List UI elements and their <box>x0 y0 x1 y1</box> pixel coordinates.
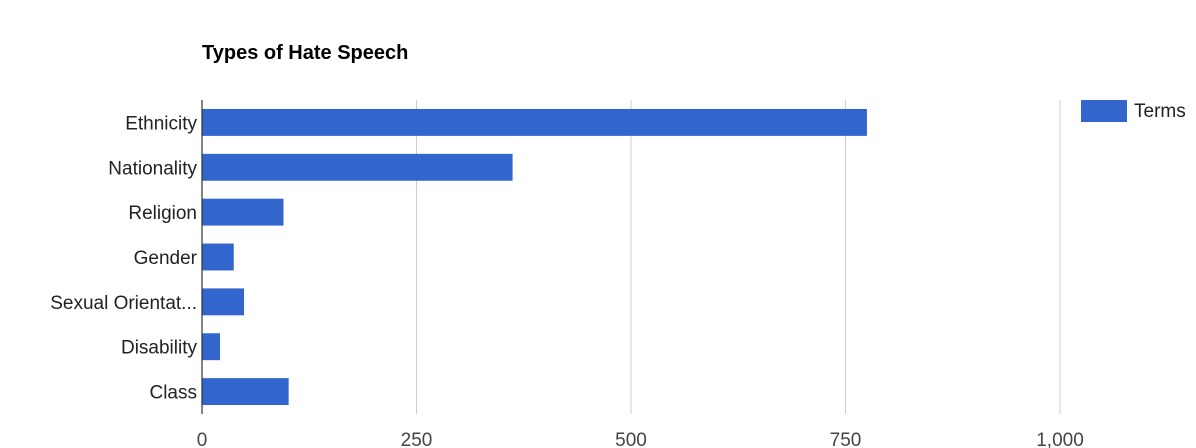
bar <box>202 108 867 136</box>
category-label: Sexual Orientat... <box>50 293 197 314</box>
x-tick-labels: 0 250 500 750 1,000 <box>197 430 1084 448</box>
category-label: Disability <box>121 338 198 359</box>
x-tick-label: 750 <box>830 430 862 448</box>
legend-swatch-terms <box>1081 100 1127 122</box>
x-tick-label: 500 <box>615 430 647 448</box>
bar <box>202 243 234 271</box>
category-label: Nationality <box>108 158 197 179</box>
bar <box>202 378 289 406</box>
bars <box>202 108 867 406</box>
category-label: Gender <box>134 248 198 269</box>
x-tick-label: 0 <box>197 430 208 448</box>
category-label: Religion <box>128 203 197 224</box>
x-tick-label: 1,000 <box>1036 430 1084 448</box>
legend-label-terms: Terms <box>1134 101 1186 122</box>
bar <box>202 288 245 316</box>
bar <box>202 153 513 181</box>
legend: Terms <box>1081 100 1186 122</box>
category-labels: Ethnicity Nationality Religion Gender Sexual… <box>50 113 197 403</box>
bar <box>202 198 284 226</box>
gridlines <box>416 100 1061 414</box>
category-label: Ethnicity <box>125 113 197 134</box>
chart-title: Types of Hate Speech <box>202 42 408 64</box>
category-label: Class <box>149 383 197 404</box>
x-tick-label: 250 <box>401 430 433 448</box>
bar <box>202 333 221 361</box>
